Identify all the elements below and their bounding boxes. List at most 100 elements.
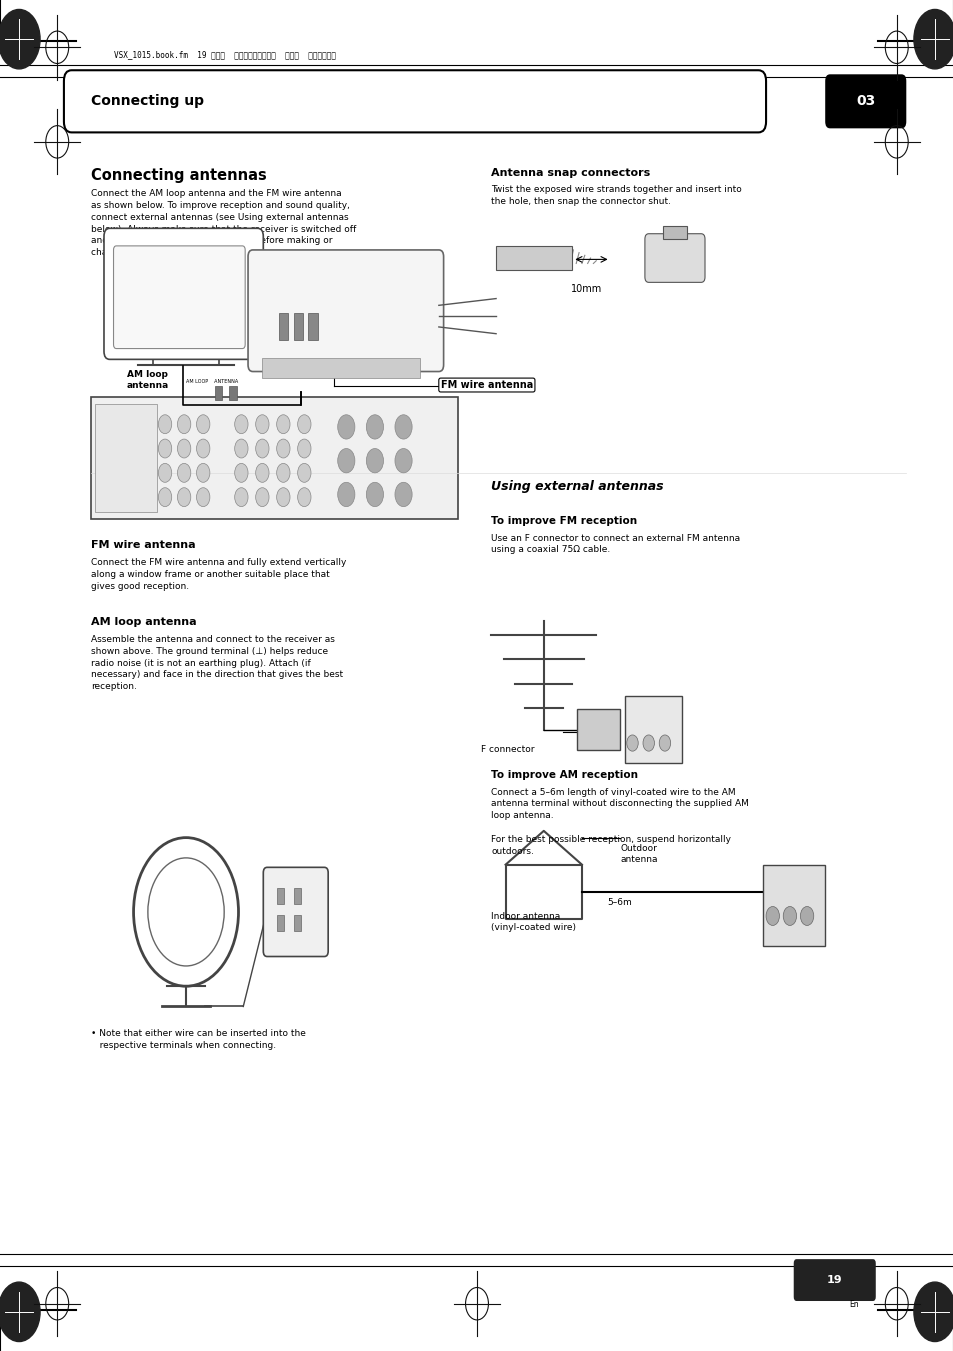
Circle shape	[297, 488, 311, 507]
Circle shape	[276, 415, 290, 434]
Text: 03: 03	[856, 95, 875, 108]
FancyBboxPatch shape	[824, 74, 905, 128]
Circle shape	[366, 482, 383, 507]
Text: AM LOOP    ANTENNA: AM LOOP ANTENNA	[186, 378, 238, 384]
Circle shape	[297, 463, 311, 482]
Circle shape	[255, 439, 269, 458]
Circle shape	[297, 415, 311, 434]
FancyBboxPatch shape	[644, 234, 704, 282]
Text: To improve FM reception: To improve FM reception	[491, 516, 637, 526]
Bar	[278, 313, 288, 340]
Circle shape	[276, 439, 290, 458]
Text: Antenna snap connectors: Antenna snap connectors	[491, 168, 650, 177]
Text: Connect the FM wire antenna and fully extend vertically
along a window frame or : Connect the FM wire antenna and fully ex…	[91, 558, 346, 590]
FancyBboxPatch shape	[263, 867, 328, 957]
FancyBboxPatch shape	[104, 228, 263, 359]
Text: 10mm: 10mm	[571, 284, 601, 293]
Circle shape	[337, 482, 355, 507]
Circle shape	[297, 439, 311, 458]
Circle shape	[276, 488, 290, 507]
Circle shape	[234, 415, 248, 434]
Bar	[496, 246, 572, 270]
Bar	[662, 226, 686, 239]
Circle shape	[395, 449, 412, 473]
Text: Assemble the antenna and connect to the receiver as
shown above. The ground term: Assemble the antenna and connect to the …	[91, 635, 342, 692]
FancyBboxPatch shape	[793, 1259, 875, 1301]
Bar	[762, 865, 824, 946]
Circle shape	[196, 415, 210, 434]
Circle shape	[337, 449, 355, 473]
Circle shape	[196, 488, 210, 507]
FancyBboxPatch shape	[64, 70, 765, 132]
Circle shape	[337, 415, 355, 439]
Text: Using external antennas: Using external antennas	[491, 480, 663, 493]
Circle shape	[626, 735, 638, 751]
Text: Connecting antennas: Connecting antennas	[91, 168, 266, 182]
Circle shape	[158, 439, 172, 458]
Circle shape	[366, 415, 383, 439]
Bar	[229, 386, 236, 400]
Circle shape	[0, 9, 40, 69]
Bar	[91, 397, 457, 519]
Circle shape	[234, 439, 248, 458]
Text: For the best possible reception, suspend horizontally
outdoors.: For the best possible reception, suspend…	[491, 835, 731, 855]
Circle shape	[158, 463, 172, 482]
Bar	[308, 313, 317, 340]
Text: Connect the AM loop antenna and the FM wire antenna
as shown below. To improve r: Connect the AM loop antenna and the FM w…	[91, 189, 355, 257]
Bar	[294, 313, 303, 340]
Circle shape	[642, 735, 654, 751]
FancyBboxPatch shape	[113, 246, 245, 349]
Circle shape	[366, 449, 383, 473]
Text: AM loop antenna: AM loop antenna	[91, 617, 196, 627]
Text: AM loop
antenna: AM loop antenna	[127, 370, 169, 390]
Circle shape	[255, 415, 269, 434]
Bar	[262, 358, 419, 378]
Circle shape	[765, 907, 779, 925]
Text: Connect a 5–6m length of vinyl-coated wire to the AM
antenna terminal without di: Connect a 5–6m length of vinyl-coated wi…	[491, 788, 748, 820]
Circle shape	[158, 415, 172, 434]
Circle shape	[177, 439, 191, 458]
Circle shape	[158, 488, 172, 507]
Circle shape	[913, 9, 953, 69]
Bar	[294, 915, 301, 931]
Circle shape	[395, 482, 412, 507]
Text: Outdoor
antenna: Outdoor antenna	[619, 844, 657, 863]
Circle shape	[659, 735, 670, 751]
Text: F connector: F connector	[480, 746, 534, 754]
Circle shape	[395, 415, 412, 439]
Text: VSX_1015.book.fm  19 ページ  ２００５年３月７日  月曜日  午後７時０分: VSX_1015.book.fm 19 ページ ２００５年３月７日 月曜日 午後…	[114, 50, 336, 59]
Circle shape	[196, 439, 210, 458]
Bar	[276, 915, 284, 931]
Circle shape	[234, 488, 248, 507]
Text: En: En	[848, 1300, 858, 1309]
Bar	[294, 888, 301, 904]
Text: • Note that either wire can be inserted into the
   respective terminals when co: • Note that either wire can be inserted …	[91, 1029, 305, 1050]
Bar	[95, 404, 157, 512]
FancyBboxPatch shape	[248, 250, 443, 372]
Text: Indoor antenna
(vinyl-coated wire): Indoor antenna (vinyl-coated wire)	[491, 912, 576, 932]
Text: FM wire antenna: FM wire antenna	[440, 380, 533, 390]
Text: Use an F connector to connect an external FM antenna
using a coaxial 75Ω cable.: Use an F connector to connect an externa…	[491, 534, 740, 554]
Circle shape	[913, 1282, 953, 1342]
Circle shape	[177, 463, 191, 482]
Circle shape	[782, 907, 796, 925]
Circle shape	[800, 907, 813, 925]
Circle shape	[276, 463, 290, 482]
Text: FM wire antenna: FM wire antenna	[91, 540, 195, 550]
Bar	[276, 888, 284, 904]
Text: Twist the exposed wire strands together and insert into
the hole, then snap the : Twist the exposed wire strands together …	[491, 185, 741, 205]
Text: Connecting up: Connecting up	[91, 95, 203, 108]
Text: To improve AM reception: To improve AM reception	[491, 770, 638, 780]
Bar	[624, 696, 681, 763]
Text: 5–6m: 5–6m	[607, 898, 632, 908]
Bar	[214, 386, 222, 400]
Circle shape	[196, 463, 210, 482]
Circle shape	[177, 415, 191, 434]
Circle shape	[177, 488, 191, 507]
Circle shape	[0, 1282, 40, 1342]
Circle shape	[255, 463, 269, 482]
Text: 19: 19	[826, 1275, 841, 1285]
Circle shape	[234, 463, 248, 482]
Bar	[577, 709, 619, 750]
Circle shape	[255, 488, 269, 507]
